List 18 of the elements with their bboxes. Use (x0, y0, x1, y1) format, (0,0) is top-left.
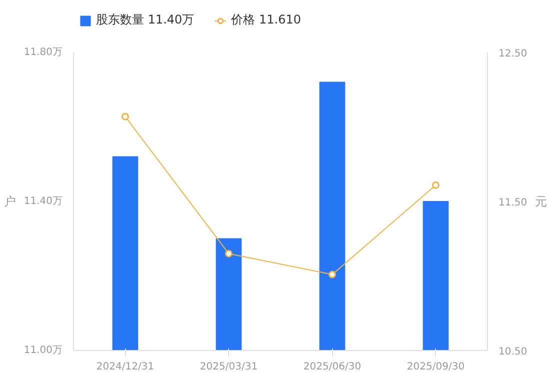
y2-tick-label: 11.50 (498, 198, 528, 208)
y2-axis-title: 元 (535, 194, 548, 208)
point (432, 181, 440, 189)
point (328, 270, 336, 278)
x-tick-label: 2025/06/30 (303, 362, 362, 372)
point (225, 250, 232, 258)
x-tick-label: 2024/12/31 (96, 362, 154, 372)
x-tick-label: 2025/03/31 (200, 362, 258, 372)
y-axis-title: 户 (4, 194, 16, 208)
y-tick-label: 11.40万 (24, 196, 63, 207)
legend-label: 价格 11.610 (231, 12, 301, 28)
point (122, 112, 129, 120)
y2-tick-label: 10.50 (498, 346, 528, 358)
legend-label: 股东数量 11.40万 (96, 12, 194, 28)
y-tick-label: 11.00万 (24, 345, 63, 356)
y2-tick-label: 12.50 (498, 48, 528, 60)
y-tick-label: 11.80万 (24, 47, 63, 58)
x-tick-label: 2025/09/30 (406, 362, 465, 372)
